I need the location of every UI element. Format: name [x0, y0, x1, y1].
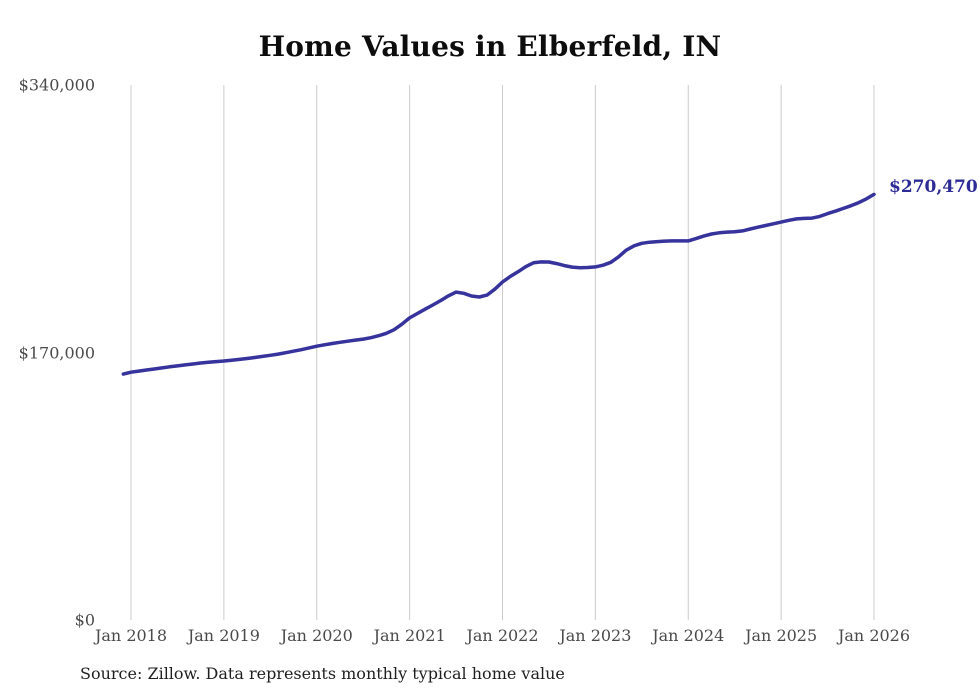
y-tick-label: $340,000 — [18, 75, 95, 95]
home-value-line — [121, 192, 876, 376]
x-tick-label: Jan 2020 — [280, 626, 353, 645]
y-tick-label: $170,000 — [18, 343, 95, 362]
x-tick-label: Jan 2025 — [745, 626, 818, 645]
x-tick-label: Jan 2022 — [466, 626, 539, 645]
chart-title: Home Values in Elberfeld, IN — [258, 30, 722, 63]
x-tick-label: Jan 2023 — [559, 626, 632, 645]
latest-value-label: $270,470 — [889, 177, 978, 198]
source-note: Source: Zillow. Data represents monthly … — [80, 664, 565, 683]
y-tick-label: $0 — [74, 610, 95, 630]
x-tick-label: Jan 2021 — [373, 626, 446, 645]
x-tick-label: Jan 2018 — [94, 626, 168, 645]
x-tick-label: Jan 2024 — [652, 626, 725, 645]
gridlines — [130, 85, 875, 620]
x-tick-label: Jan 2019 — [187, 626, 260, 645]
x-tick-label: Jan 2026 — [837, 626, 911, 645]
